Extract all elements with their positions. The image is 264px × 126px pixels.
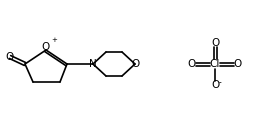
Text: O: O [131, 59, 139, 69]
Text: O: O [211, 38, 219, 48]
Text: O: O [211, 80, 219, 90]
Text: O: O [188, 59, 196, 69]
Text: +: + [51, 37, 57, 42]
Text: -: - [219, 78, 222, 87]
Text: Cl: Cl [210, 59, 220, 69]
Text: N: N [89, 59, 97, 69]
Text: O: O [234, 59, 242, 69]
Text: O: O [42, 42, 50, 52]
Text: O: O [6, 52, 14, 62]
